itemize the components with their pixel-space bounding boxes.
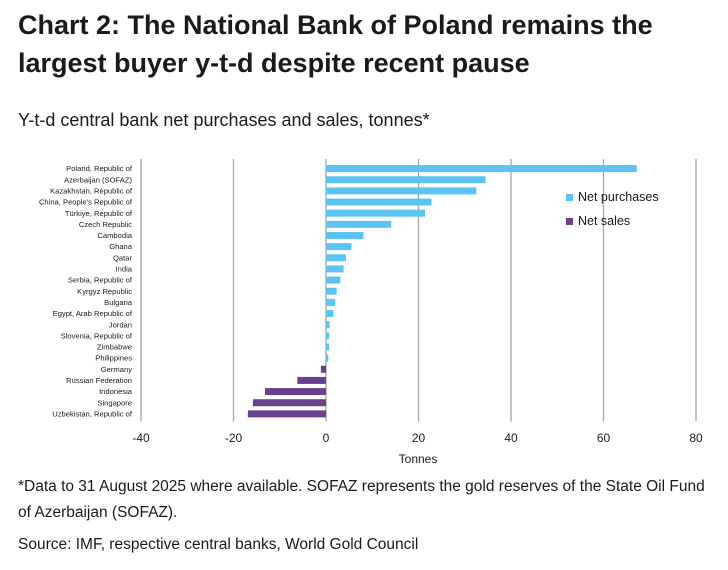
- category-label: Czech Republic: [79, 220, 132, 229]
- category-label: Cambodia: [97, 231, 132, 240]
- legend: Net purchases Net sales: [566, 190, 659, 228]
- x-tick-label: 40: [504, 431, 518, 445]
- bar: [326, 198, 432, 206]
- bar: [326, 187, 477, 195]
- bar: [326, 254, 346, 262]
- category-label: Indonesia: [99, 387, 133, 396]
- category-label: Türkiye, Republic of: [65, 209, 133, 218]
- category-label: Singapore: [97, 398, 132, 407]
- category-label: Kyrgyz Republic: [77, 287, 132, 296]
- x-tick-label: -40: [132, 431, 150, 445]
- category-label: Uzbekistan, Republic of: [52, 409, 133, 418]
- chart-subtitle: Y-t-d central bank net purchases and sal…: [18, 110, 430, 130]
- category-labels: Poland, Republic of Azerbaijan (SOFAZ) Kaz…: [39, 164, 133, 418]
- legend-label-purchases: Net purchases: [578, 190, 659, 204]
- x-tick-label: 60: [597, 431, 611, 445]
- category-label: Egypt, Arab Republic of: [53, 309, 133, 318]
- bar: [326, 265, 344, 273]
- x-tick-label: 80: [689, 431, 703, 445]
- bar: [326, 354, 329, 362]
- category-label: Bulgaria: [104, 298, 133, 307]
- legend-swatch-purchases: [566, 194, 573, 201]
- bars: [247, 165, 637, 418]
- footnote: *Data to 31 August 2025 where available.…: [18, 478, 705, 521]
- category-label: China, People's Republic of: [39, 198, 133, 207]
- bar: [264, 388, 326, 396]
- x-tick-label: 0: [323, 431, 330, 445]
- bar: [326, 165, 637, 173]
- bar: [297, 376, 326, 384]
- category-label: Serbia, Republic of: [68, 276, 133, 285]
- category-label: Philippines: [95, 354, 132, 363]
- legend-swatch-sales: [566, 218, 573, 225]
- category-label: Poland, Republic of: [66, 164, 133, 173]
- category-label: Ghana: [109, 242, 133, 251]
- bar: [326, 321, 330, 329]
- bar: [326, 231, 364, 239]
- bar: [252, 399, 326, 407]
- x-tick-label: -20: [225, 431, 243, 445]
- bar: [326, 310, 334, 318]
- bar: [320, 365, 326, 373]
- bar: [326, 176, 486, 184]
- bar: [326, 209, 425, 217]
- bar: [326, 276, 341, 284]
- category-label: Slovenia, Republic of: [61, 331, 133, 340]
- bar: [247, 410, 326, 418]
- bar: [326, 287, 337, 295]
- category-label: Azerbaijan (SOFAZ): [64, 175, 132, 184]
- category-label: Qatar: [113, 253, 132, 262]
- category-label: Kazakhstan, Republic of: [50, 186, 133, 195]
- chart-title: Chart 2: The National Bank of Poland rem…: [18, 10, 653, 78]
- category-label: India: [116, 265, 133, 274]
- x-axis-label: Tonnes: [399, 452, 438, 466]
- x-tick-labels: -40 -20 0 20 40 60 80: [132, 431, 703, 445]
- category-label: Jordan: [109, 320, 132, 329]
- bar: [326, 343, 330, 351]
- x-tick-label: 20: [412, 431, 426, 445]
- category-label: Russian Federation: [66, 376, 132, 385]
- legend-label-sales: Net sales: [578, 214, 630, 228]
- source-note: Source: IMF, respective central banks, W…: [18, 536, 419, 553]
- bar: [326, 298, 336, 306]
- category-label: Zimbabwe: [97, 343, 132, 352]
- bar: [326, 220, 392, 228]
- bar: [326, 243, 352, 251]
- bar: [326, 332, 330, 340]
- category-label: Germany: [101, 365, 132, 374]
- bar-chart: Poland, Republic of Azerbaijan (SOFAZ) Kaz…: [39, 159, 703, 466]
